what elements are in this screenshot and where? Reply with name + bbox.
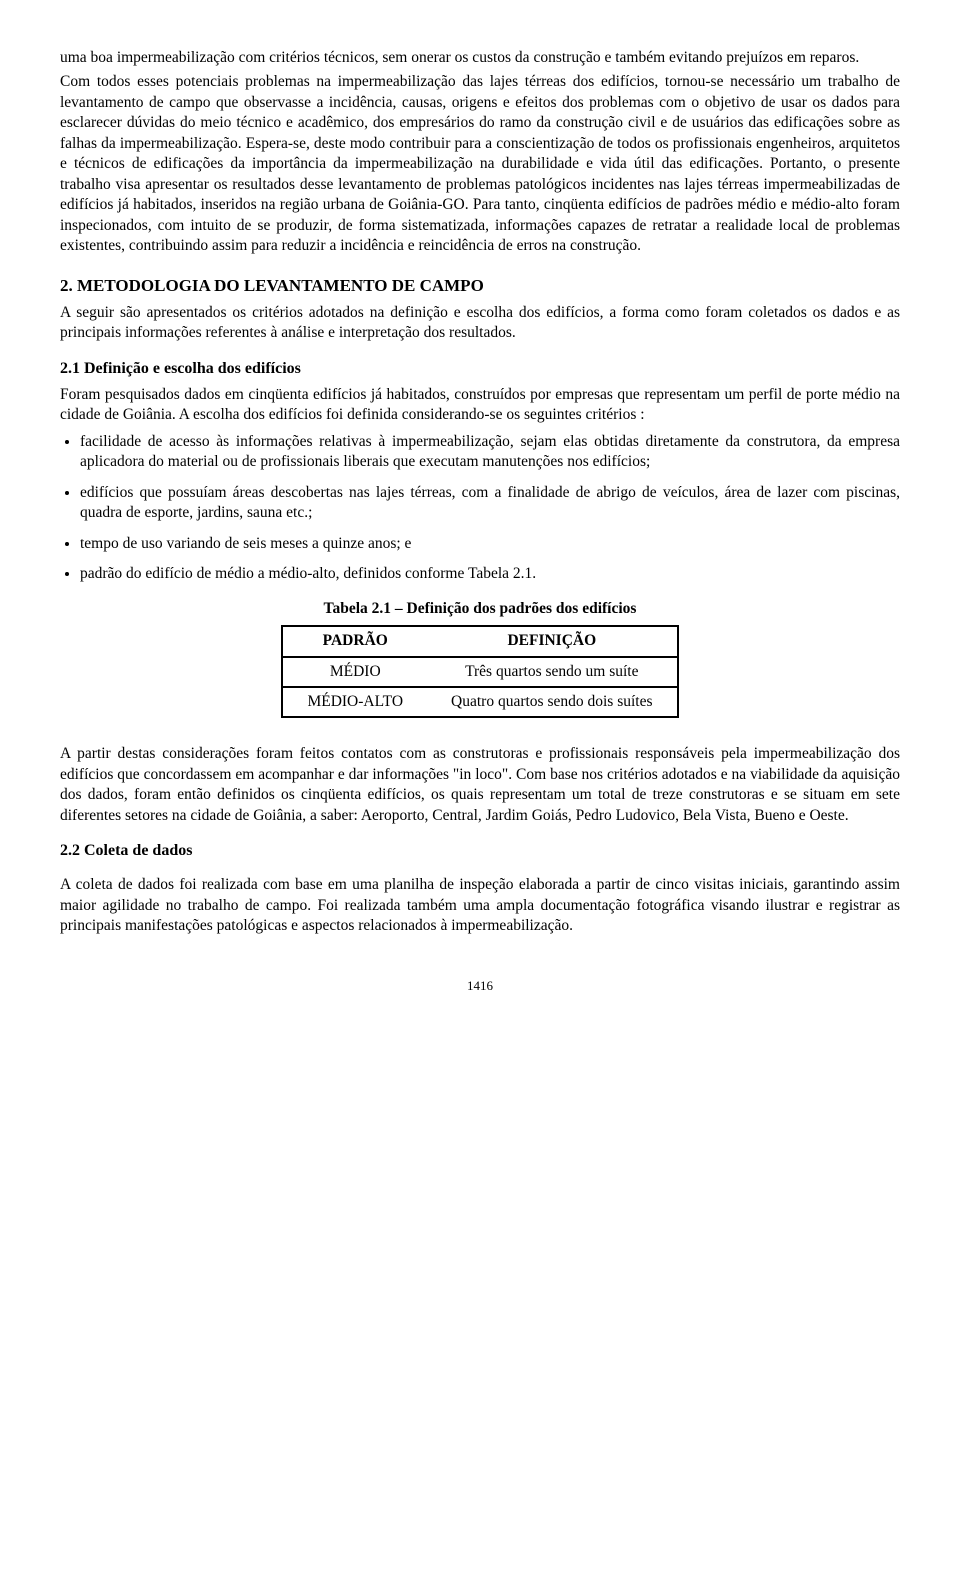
table-header-definicao: DEFINIÇÃO xyxy=(427,626,677,656)
table-cell: MÉDIO xyxy=(282,657,427,687)
intro-para1-continuation: uma boa impermeabilização com critérios … xyxy=(60,48,900,68)
section-2-1-para-after-table: A partir destas considerações foram feit… xyxy=(60,744,900,826)
table-cell: Quatro quartos sendo dois suítes xyxy=(427,687,677,717)
section-2-1-heading: 2.1 Definição e escolha dos edifícios xyxy=(60,358,900,379)
list-item: tempo de uso variando de seis meses a qu… xyxy=(80,534,900,554)
table-row: MÉDIO-ALTO Quatro quartos sendo dois suí… xyxy=(282,687,677,717)
list-item: facilidade de acesso às informações rela… xyxy=(80,432,900,473)
table-2-1: PADRÃO DEFINIÇÃO MÉDIO Três quartos send… xyxy=(281,625,678,718)
section-2-heading: 2. METODOLOGIA DO LEVANTAMENTO DE CAMPO xyxy=(60,275,900,297)
section-2-2-heading: 2.2 Coleta de dados xyxy=(60,840,900,861)
table-2-1-caption: Tabela 2.1 – Definição dos padrões dos e… xyxy=(60,599,900,619)
page-number: 1416 xyxy=(60,977,900,994)
table-row: MÉDIO Três quartos sendo um suíte xyxy=(282,657,677,687)
table-cell: MÉDIO-ALTO xyxy=(282,687,427,717)
section-2-1-para1: Foram pesquisados dados em cinqüenta edi… xyxy=(60,385,900,426)
table-header-row: PADRÃO DEFINIÇÃO xyxy=(282,626,677,656)
list-item: padrão do edifício de médio a médio-alto… xyxy=(80,564,900,584)
criteria-list: facilidade de acesso às informações rela… xyxy=(60,432,900,585)
table-cell: Três quartos sendo um suíte xyxy=(427,657,677,687)
table-header-padrao: PADRÃO xyxy=(282,626,427,656)
section-2-para1: A seguir são apresentados os critérios a… xyxy=(60,303,900,344)
intro-para2: Com todos esses potenciais problemas na … xyxy=(60,72,900,256)
section-2-2-para1: A coleta de dados foi realizada com base… xyxy=(60,875,900,936)
list-item: edifícios que possuíam áreas descobertas… xyxy=(80,483,900,524)
